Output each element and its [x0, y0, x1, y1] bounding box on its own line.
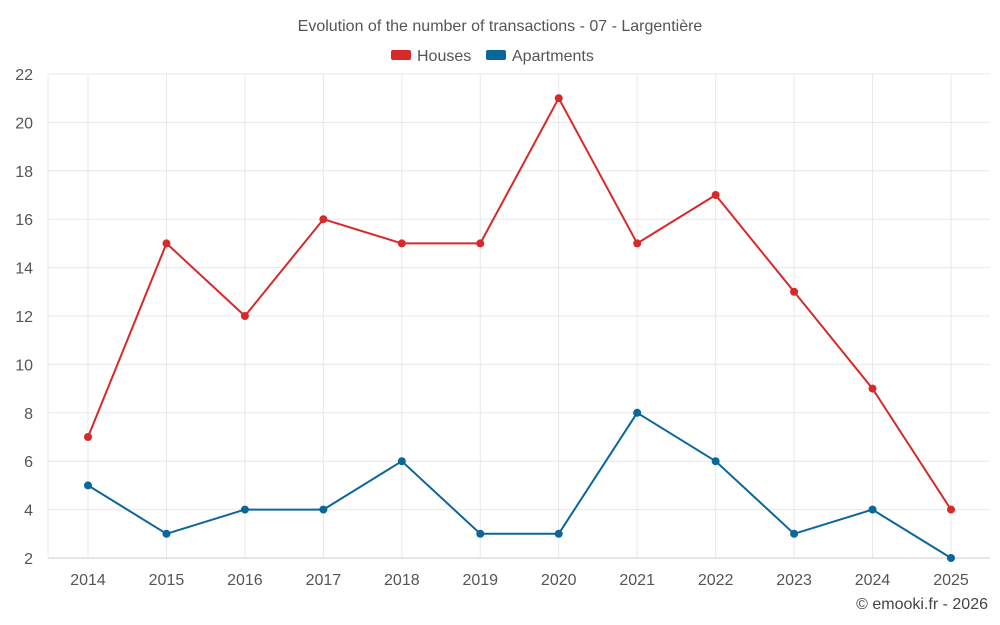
series-apartments	[84, 408, 955, 562]
data-point-apartments[interactable]	[947, 554, 955, 562]
legend: Houses Apartments	[391, 48, 594, 65]
y-tick-label: 6	[24, 454, 33, 471]
y-tick-label: 4	[24, 503, 33, 520]
data-point-houses[interactable]	[476, 239, 485, 248]
data-point-apartments[interactable]	[633, 408, 642, 417]
x-tick-label: 2015	[149, 572, 185, 589]
data-point-houses[interactable]	[868, 384, 877, 393]
data-point-houses[interactable]	[240, 312, 249, 320]
x-tick-label: 2025	[933, 572, 969, 589]
data-point-apartments[interactable]	[554, 529, 563, 538]
series-houses	[84, 94, 955, 514]
y-tick-label: 10	[15, 357, 33, 374]
x-tick-label: 2018	[384, 572, 420, 589]
legend-swatch-houses	[391, 50, 411, 60]
chart-title: Evolution of the number of transactions …	[298, 18, 703, 35]
y-tick-label: 12	[15, 309, 33, 326]
x-tick-label: 2014	[70, 572, 106, 589]
credit-text: © emooki.fr - 2026	[856, 596, 988, 613]
x-tick-label: 2022	[698, 572, 734, 589]
data-point-apartments[interactable]	[240, 505, 249, 514]
data-point-houses[interactable]	[711, 191, 720, 199]
y-tick-label: 2	[24, 551, 33, 568]
x-tick-label: 2024	[855, 572, 891, 589]
legend-swatch-apartments	[486, 50, 506, 60]
y-tick-label: 16	[15, 212, 33, 229]
data-point-apartments[interactable]	[162, 529, 171, 538]
series	[84, 94, 955, 562]
legend-item-houses[interactable]: Houses	[391, 48, 471, 65]
data-point-houses[interactable]	[397, 239, 406, 248]
series-line-apartments	[87, 411, 952, 559]
grid	[48, 73, 990, 558]
x-tick-label: 2023	[776, 572, 812, 589]
y-tick-label: 20	[15, 115, 33, 132]
data-point-houses[interactable]	[633, 239, 642, 248]
data-point-houses[interactable]	[947, 505, 955, 514]
x-tick-label: 2017	[306, 572, 342, 589]
data-point-apartments[interactable]	[711, 457, 720, 466]
data-point-apartments[interactable]	[319, 505, 328, 514]
data-point-apartments[interactable]	[790, 529, 799, 538]
legend-label-apartments: Apartments	[512, 48, 594, 65]
data-point-houses[interactable]	[84, 433, 92, 441]
data-point-houses[interactable]	[319, 215, 328, 224]
y-tick-label: 18	[15, 164, 33, 181]
x-tick-label: 2021	[619, 572, 655, 589]
data-point-houses[interactable]	[790, 287, 799, 296]
x-tick-label: 2020	[541, 572, 577, 589]
x-tick-label: 2019	[462, 572, 498, 589]
data-point-houses[interactable]	[162, 239, 171, 248]
data-point-apartments[interactable]	[84, 481, 92, 490]
y-tick-label: 14	[15, 261, 33, 278]
y-tick-label: 8	[24, 406, 33, 423]
x-tick-label: 2016	[227, 572, 263, 589]
data-point-apartments[interactable]	[868, 505, 877, 514]
data-point-apartments[interactable]	[476, 529, 485, 538]
legend-item-apartments[interactable]: Apartments	[486, 48, 594, 65]
y-tick-label: 22	[15, 67, 33, 84]
data-point-apartments[interactable]	[397, 457, 406, 466]
legend-label-houses: Houses	[417, 48, 471, 65]
data-point-houses[interactable]	[554, 94, 563, 103]
series-line-houses	[87, 97, 952, 511]
